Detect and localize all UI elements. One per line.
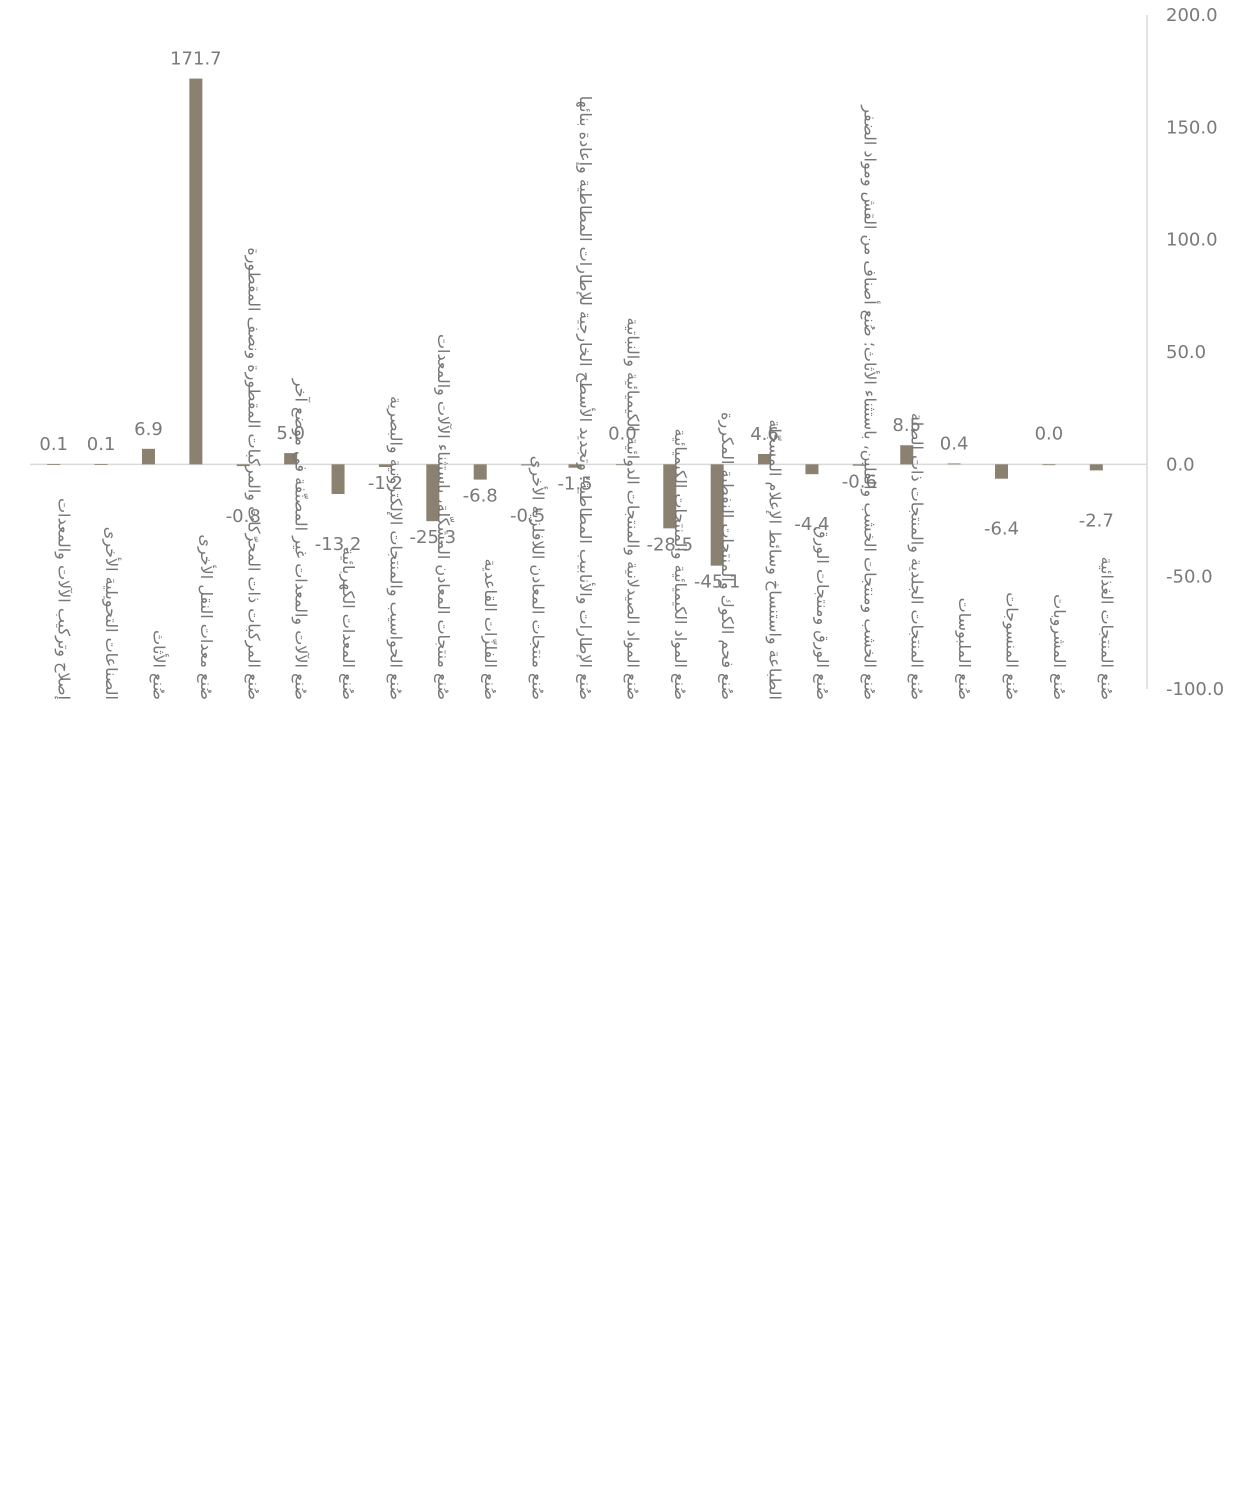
bar: [900, 445, 914, 465]
data-label: -13.2: [315, 534, 362, 555]
data-labels: -2.7 0.0 -6.4 0.4 8.5 -0.6 -4.4 4.6 -45.1-28.5 0.…: [39, 49, 1113, 593]
data-label: -45.1: [694, 572, 741, 593]
data-label: -28.5: [646, 534, 693, 555]
category-labels: صُنع المنتجات الغذائية صُنع المشروبات صُنع…: [54, 96, 1117, 700]
category-label: صُنع المواد الصيدلانية والمنتجات الدوائي…: [622, 318, 642, 700]
data-label: -6.4: [984, 519, 1019, 540]
category-label: صُنع منتجات المعادن المشكّلة، باستثناء ا…: [433, 334, 456, 700]
y-tick-label: -100.0: [1166, 679, 1224, 700]
bar: [331, 464, 345, 494]
bars: [47, 78, 1103, 566]
y-tick-label: 200.0: [1166, 5, 1218, 26]
bar: [1042, 464, 1056, 466]
bar: [663, 464, 677, 529]
bar: [473, 464, 487, 480]
category-label: صُنع معدات النقل الأخرى: [196, 534, 217, 700]
category-label: صُنع المشروبات: [1049, 594, 1069, 700]
bar: [189, 78, 203, 465]
y-tick-label: 150.0: [1166, 117, 1218, 138]
bar: [710, 464, 724, 566]
data-label: 0.1: [87, 434, 116, 455]
data-label: 0.0: [608, 423, 637, 444]
bar: [947, 463, 961, 465]
category-label: صُنع الخشب ومنتجات الخشب والفلين، باستثن…: [859, 104, 880, 700]
category-label: صُنع المنسوجات: [1002, 592, 1022, 700]
bar: [426, 464, 440, 522]
axes: [30, 15, 1148, 689]
bar: [141, 448, 155, 465]
bar: [1089, 464, 1103, 471]
bar: [236, 464, 250, 467]
category-label: صُنع الأثاث: [148, 630, 169, 700]
category-label: صُنع المركبات ذات المحرّكات والمركبات ال…: [243, 247, 263, 700]
data-label: 0.1: [39, 434, 68, 455]
bar: [852, 464, 866, 466]
category-label: صُنع المنتجات الجلدية والمنتجات ذات الصل…: [907, 413, 927, 700]
bar: [568, 464, 582, 468]
data-label: -25.3: [410, 527, 457, 548]
data-label: 8.5: [892, 415, 921, 436]
category-label: صُنع المعدات الكهربائية: [338, 547, 358, 700]
bar: [758, 453, 772, 465]
category-label: صُنع الملبوسات: [954, 598, 974, 700]
category-label: صُنع الحواسيب والمنتجات الإلكترونية والب…: [385, 396, 405, 700]
data-label: -0.6: [842, 472, 877, 493]
bar: [995, 464, 1009, 479]
y-tick-label: 100.0: [1166, 230, 1218, 251]
category-label: صُنع المنتجات الغذائية: [1096, 557, 1116, 700]
data-label: -4.4: [794, 514, 829, 535]
y-tick-label: 0.0: [1166, 454, 1195, 475]
data-label: 6.9: [134, 419, 163, 440]
bar: [284, 453, 298, 465]
category-label: الطباعة واستنساخ وسائط الإعلام المسجّلة: [765, 419, 785, 700]
bar: [615, 464, 629, 466]
y-tick-labels: 200.0 150.0 100.0 50.0 0.0 -50.0 -100.0: [1166, 5, 1224, 700]
y-tick-label: -50.0: [1166, 567, 1213, 588]
bar: [94, 464, 108, 465]
data-label: 0.4: [940, 433, 969, 454]
data-label: 5.0: [276, 423, 305, 444]
bar: [378, 464, 392, 468]
data-label: 0.0: [1035, 423, 1064, 444]
category-label: صُنع فحم الكوك والمنتجات النفطية المكررة: [717, 412, 737, 700]
category-label: صُنع الإطارات والأنابيب المطاطية؛ وتجديد…: [575, 96, 596, 700]
category-label: صُنع الورق ومنتجات الورق: [812, 526, 832, 700]
data-label: -1.2: [368, 473, 403, 494]
category-label: صُنع منتجات المعادن اللافلزية الأخرى: [528, 456, 549, 700]
data-label: 171.7: [170, 49, 222, 70]
y-tick-label: 50.0: [1166, 342, 1206, 363]
category-label: إصلاح وتركيب الآلات والمعدات: [54, 498, 74, 700]
data-label: -2.7: [1079, 510, 1114, 531]
data-label: -1.5: [557, 474, 592, 495]
category-label: صُنع الآلات والمعدات غير المصنّفة في موض…: [291, 378, 311, 700]
data-label: -0.5: [510, 505, 545, 526]
category-label: صُنع الفلزّات القاعدية: [480, 559, 500, 700]
bar: [521, 464, 535, 466]
data-label: -6.8: [463, 486, 498, 507]
data-label: 4.6: [750, 424, 779, 445]
data-label: -0.8: [226, 506, 261, 527]
bar: [805, 464, 819, 475]
category-label: الصناعات التحويلية الأخرى: [101, 527, 122, 700]
category-label: صُنع المواد الكيميائية والمنتجات الكيميا…: [670, 429, 690, 701]
bar: [47, 464, 61, 465]
